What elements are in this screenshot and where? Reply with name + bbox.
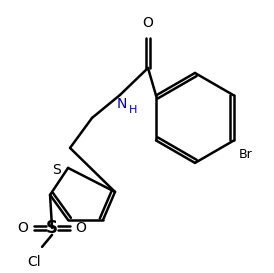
Text: O: O xyxy=(76,221,87,235)
Text: Br: Br xyxy=(239,149,253,161)
Text: N: N xyxy=(117,97,127,111)
Text: Cl: Cl xyxy=(27,255,41,269)
Text: S: S xyxy=(52,163,60,177)
Text: O: O xyxy=(142,16,153,30)
Text: S: S xyxy=(46,219,58,237)
Text: H: H xyxy=(129,105,137,115)
Text: O: O xyxy=(18,221,28,235)
